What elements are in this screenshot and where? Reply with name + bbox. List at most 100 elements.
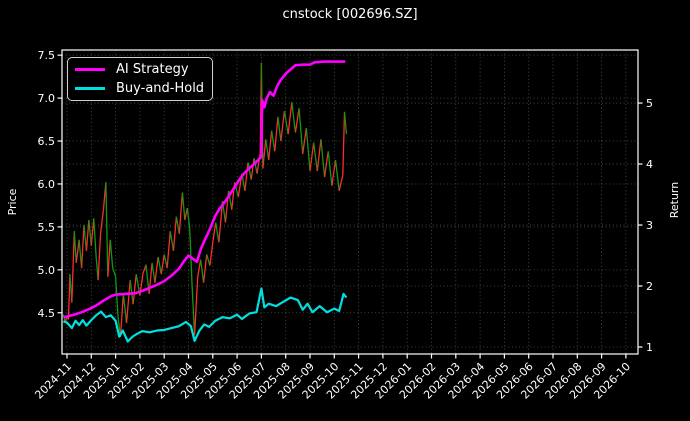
price-line-segment [154,256,159,283]
series-ai-strategy [63,60,346,319]
price-line-segment [193,276,199,336]
price-line-segment [142,264,147,275]
series-buy-and-hold [63,287,348,343]
price-line-segment [181,192,186,221]
y-tick-label-price: 6.0 [38,178,56,191]
plot-frame [61,49,639,355]
price-line-segment [305,128,311,172]
price-line-segment [88,219,92,246]
price-line-segment [186,207,191,229]
price-line-segment [67,274,71,320]
price-line-segment [277,116,282,142]
price-line-segment [212,222,217,243]
price-line-segment [215,222,220,243]
price-line-segment [172,216,177,252]
y-tick-label-return: 3 [646,219,653,232]
price-line-segment [151,262,156,283]
price-line-segment [202,254,208,283]
price-line-segment [294,108,300,133]
price-line-segment [262,139,267,169]
price-line-segment [338,175,344,191]
price-line-segment [298,108,304,154]
price-line-segment [85,219,90,252]
price-line-segment [169,231,175,252]
price-line-segment [80,225,85,269]
y-tick-label-price: 7.5 [38,49,56,62]
price-line-segment [209,242,214,266]
price-line-segment [83,225,88,252]
y-tick-label-price: 7.0 [38,92,56,105]
price-line-segment [274,116,279,152]
legend-line-buy-and-hold [75,86,105,90]
price-line-segment [125,280,131,324]
price-line-segment [160,254,165,275]
price-line-segment [287,102,293,135]
price-line-segment [331,159,337,186]
y-tick-label-price: 5.0 [38,264,56,277]
y-tick-label-return: 1 [646,341,653,354]
price-line-segment [244,162,249,191]
legend-line-ai-strategy [75,68,105,72]
price-line-segment [218,201,224,243]
price-line-segment [283,110,289,135]
legend-item-buy-and-hold: Buy-and-Hold [75,79,208,97]
price-line-segment [107,239,111,277]
legend: AI Strategy Buy-and-Hold [67,57,213,101]
legend-label-buy-and-hold: Buy-and-Hold [116,80,205,96]
price-line-segment [132,274,137,305]
legend-item-ai-strategy: AI Strategy [75,61,208,79]
price-line-segment [166,231,171,269]
price-line-segment [343,111,348,135]
price-line-segment [206,254,211,266]
price-line-segment [320,139,326,178]
price-line-segment [316,139,322,172]
legend-label-ai-strategy: AI Strategy [116,62,189,78]
price-line-segment [323,151,329,178]
price-line-segment [253,158,258,174]
price-line-segment [342,111,346,176]
y-tick-label-price: 4.5 [38,307,56,320]
price-line-segment [178,192,184,234]
price-line-segment [109,239,114,269]
price-line-segment [265,139,270,161]
price-line-segment [175,216,180,234]
price-line-segment [71,231,75,303]
price-line-segment [334,159,340,191]
price-line-segment [163,254,168,269]
price-line-segment [99,209,105,234]
price-line-segment [200,259,205,283]
y-tick-label-price: 6.5 [38,135,56,148]
price-line-segment [197,259,202,277]
price-line-segment [78,239,83,269]
price-line-segment [129,280,134,305]
y-tick-label-return: 5 [646,97,653,110]
price-line-segment [97,233,102,281]
price-line-segment [114,276,119,318]
price-line-segment [302,128,307,155]
price-line-segment [90,218,95,246]
price-line-segment [119,293,125,337]
y-tick-label-return: 4 [646,158,653,171]
price-line-segment [309,142,315,172]
price-line-segment [291,102,297,133]
price-line-segment [327,151,333,186]
price-line-segment [122,293,128,324]
price-line-segment [313,142,318,172]
price-line-segment [105,182,109,277]
price-line-segment [157,256,162,275]
y-tick-label-return: 2 [646,280,653,293]
price-line-segment [250,158,255,180]
price-line-segment [280,110,286,142]
price-line-segment [247,162,252,180]
price-line-segment [191,286,196,336]
chart-title: cnstock [002696.SZ] [282,7,418,22]
y-tick-label-price: 5.5 [38,221,56,234]
price-line-segment [112,267,117,277]
price-line-segment [268,130,273,160]
price-line-segment [75,239,80,264]
price-line-segment [73,231,77,264]
price-line-segment [270,130,276,152]
price-line-segment [93,218,97,258]
